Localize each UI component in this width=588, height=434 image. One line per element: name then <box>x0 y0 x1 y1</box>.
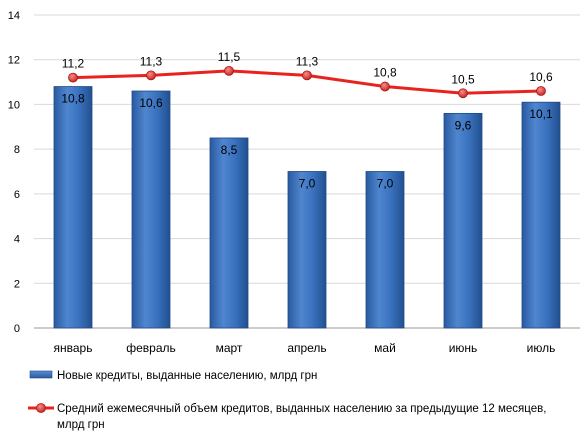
bar <box>131 90 171 329</box>
line-point <box>68 72 78 83</box>
line-data-label: 11,2 <box>62 57 85 71</box>
bar-data-label: 10,1 <box>529 107 553 121</box>
legend-bar-label: Новые кредиты, выданные населению, млрд … <box>57 370 317 382</box>
line-data-label: 11,3 <box>296 54 319 68</box>
y-tick-label: 2 <box>14 278 20 290</box>
bar-data-label: 7,0 <box>299 177 316 191</box>
bar-data-label: 10,8 <box>61 92 85 106</box>
x-tick-label: май <box>374 341 396 355</box>
line-data-label: 11,3 <box>140 54 163 68</box>
line-data-label: 10,5 <box>451 72 475 86</box>
y-tick-label: 10 <box>8 99 20 111</box>
legend-line-marker <box>36 403 46 413</box>
x-tick-label: апрель <box>287 341 326 355</box>
bar-data-label: 9,6 <box>455 118 472 132</box>
line-data-label: 10,6 <box>529 70 553 84</box>
bar <box>53 86 93 329</box>
line-point <box>536 86 546 96</box>
line-point <box>224 65 234 76</box>
line-point <box>458 88 468 99</box>
data-labels: 10,8 10,6 8,5 7,0 7,0 9,6 10,1 11,2 11,3 11,5 11,3… <box>61 50 553 191</box>
bar-data-label: 10,6 <box>139 96 163 110</box>
x-tick-label: июль <box>527 341 556 355</box>
bar <box>287 171 327 329</box>
x-tick-label: март <box>216 341 243 355</box>
y-tick-label: 14 <box>8 10 20 22</box>
x-tick-label: январь <box>54 341 93 355</box>
x-tick-label: февраль <box>126 341 176 355</box>
y-tick-label: 4 <box>14 234 20 246</box>
line-data-label: 10,8 <box>373 66 397 80</box>
legend-bar-swatch <box>29 370 53 379</box>
line-series <box>68 65 546 99</box>
y-tick-label: 12 <box>8 55 20 67</box>
bar-series <box>53 86 561 329</box>
line-point <box>380 81 390 92</box>
bar <box>443 112 483 329</box>
bar <box>521 101 561 329</box>
x-tick-label: июнь <box>449 341 478 355</box>
bar-data-label: 7,0 <box>377 177 394 191</box>
legend-line-label-cont: млрд грн <box>57 419 105 431</box>
bar <box>209 137 249 329</box>
legend-line-label: Средний ежемесячный объем кредитов, выда… <box>57 403 546 415</box>
line-data-label: 11,5 <box>218 50 241 64</box>
y-tick-label: 0 <box>14 323 20 335</box>
line-point <box>146 70 156 81</box>
legend: Новые кредиты, выданные населению, млрд … <box>28 370 546 431</box>
y-tick-label: 8 <box>14 144 20 156</box>
y-tick-label: 6 <box>14 189 20 201</box>
axes: 0 2 4 6 8 10 12 14 январь февраль март апрель май июн… <box>8 10 556 355</box>
line-point <box>302 70 312 81</box>
bar-data-label: 8,5 <box>221 143 238 157</box>
bar <box>365 171 405 329</box>
